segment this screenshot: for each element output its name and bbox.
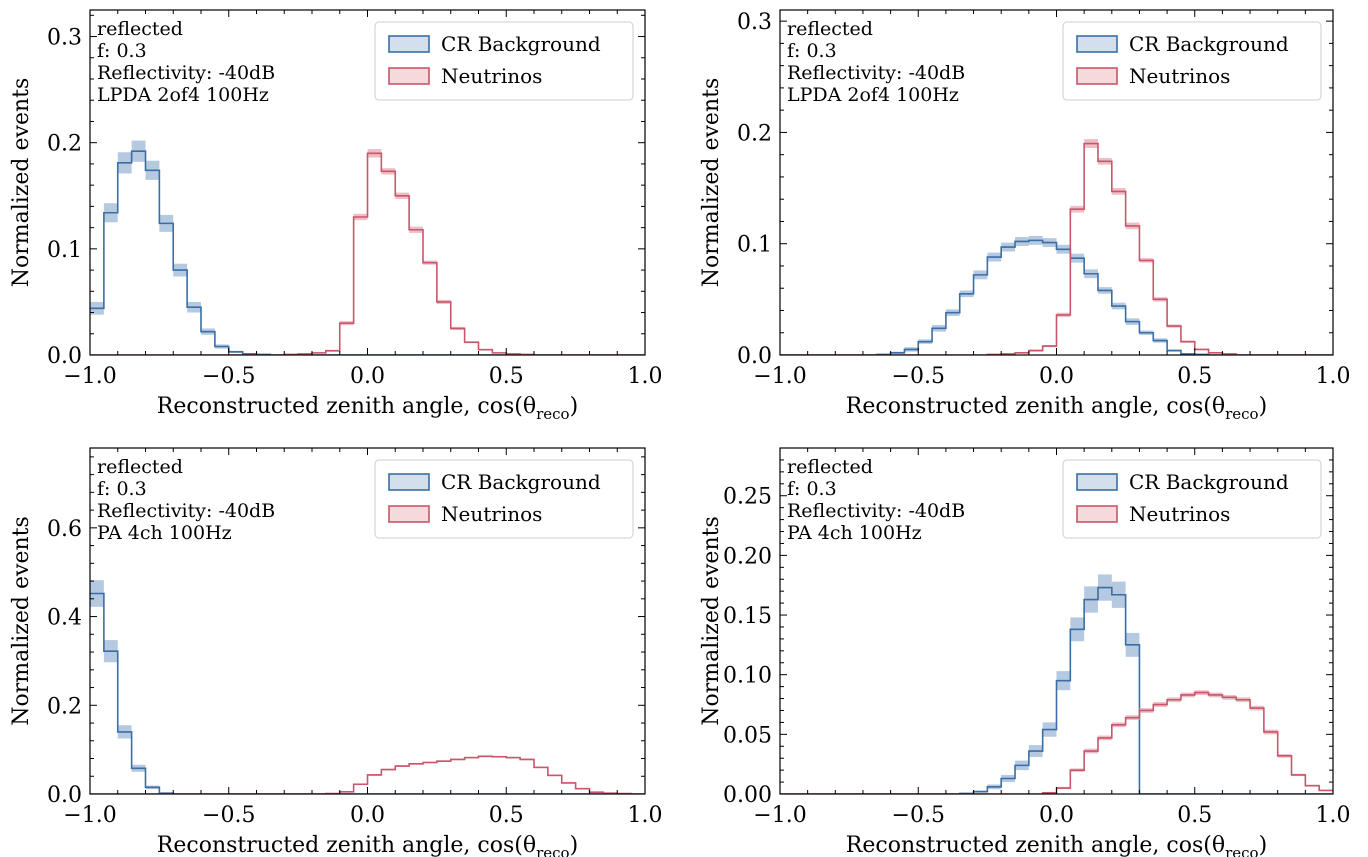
- y-tick-label: 0.10: [723, 664, 772, 689]
- y-tick-label: 0.2: [47, 694, 82, 719]
- y-tick-label: 0.05: [723, 723, 772, 748]
- y-tick-label: 0.25: [723, 485, 772, 510]
- x-tick-label: −1.0: [63, 364, 116, 389]
- legend-label: Neutrinos: [1129, 64, 1230, 88]
- legend: CR Background Neutrinos: [1062, 21, 1322, 101]
- step-line: [780, 691, 1333, 794]
- annotation-line: reflected: [97, 456, 183, 478]
- x-axis-label: Reconstructed zenith angle, cos(θreco): [157, 394, 578, 423]
- annotation-line: reflected: [97, 18, 183, 40]
- plot-area: [780, 139, 1333, 355]
- chart-panel-4: −1.0 −0.5 0.0 0.5 1.0 0.00 0.05 0.10 0.15 0.20 0.2…: [699, 447, 1351, 857]
- plot-area: [90, 140, 645, 355]
- x-axis-label: Reconstructed zenith angle, cos(θreco): [846, 833, 1267, 857]
- x-tick-label: −0.5: [202, 364, 255, 389]
- chart-panel-3: −1.0 −0.5 0.0 0.5 1.0 0.0 0.2 0.4 0.6 Reconstruct…: [9, 447, 663, 857]
- x-tick-label: 0.0: [350, 364, 385, 389]
- x-tick-label: −1.0: [753, 364, 806, 389]
- annotation-line: reflected: [787, 456, 873, 478]
- legend-swatch: [388, 473, 430, 491]
- legend-label: Neutrinos: [1129, 502, 1230, 526]
- x-tick-label: −1.0: [63, 803, 116, 828]
- legend-swatch: [1076, 505, 1118, 523]
- legend-label: CR Background: [1129, 32, 1289, 56]
- x-tick-label: 1.0: [1316, 803, 1351, 828]
- legend-swatch: [388, 505, 430, 523]
- x-tick-label: 0.5: [489, 803, 524, 828]
- legend-swatch: [388, 67, 430, 85]
- x-tick-label: 0.0: [1039, 364, 1074, 389]
- x-tick-label: 0.5: [1177, 364, 1212, 389]
- legend-swatch: [1076, 35, 1118, 53]
- step-line: [90, 755, 645, 794]
- x-tick-label: −1.0: [753, 803, 806, 828]
- annotation-line: PA 4ch 100Hz: [97, 522, 232, 544]
- annotation-line: Reflectivity: -40dB: [787, 62, 965, 84]
- annotation-line: Reflectivity: -40dB: [97, 62, 275, 84]
- chart-panel-2: −1.0 −0.5 0.0 0.5 1.0 0.0 0.1 0.2 0.3 Reconstruct…: [699, 9, 1351, 423]
- y-axis-label: Normalized events: [699, 516, 724, 726]
- x-tick-label: 1.0: [628, 364, 663, 389]
- legend-label: Neutrinos: [441, 64, 542, 88]
- y-tick-label: 0.2: [737, 121, 772, 146]
- x-axis-label: Reconstructed zenith angle, cos(θreco): [846, 394, 1267, 423]
- x-tick-label: 0.5: [489, 364, 524, 389]
- y-tick-label: 0.0: [47, 344, 82, 369]
- legend-label: CR Background: [441, 32, 601, 56]
- x-tick-label: 0.5: [1177, 803, 1212, 828]
- y-tick-label: 0.4: [47, 606, 82, 631]
- legend: CR Background Neutrinos: [374, 459, 634, 539]
- y-tick-label: 0.2: [47, 132, 82, 157]
- annotation-line: f: 0.3: [97, 40, 147, 62]
- annotation-line: f: 0.3: [97, 478, 147, 500]
- legend-swatch: [1076, 67, 1118, 85]
- x-tick-label: −0.5: [892, 803, 945, 828]
- step-line: [90, 592, 645, 794]
- y-tick-label: 0.00: [723, 783, 772, 808]
- legend-swatch: [388, 35, 430, 53]
- x-tick-label: 0.0: [350, 803, 385, 828]
- annotation-line: PA 4ch 100Hz: [787, 522, 922, 544]
- y-tick-label: 0.0: [737, 344, 772, 369]
- y-tick-label: 0.20: [723, 544, 772, 569]
- legend: CR Background Neutrinos: [374, 21, 634, 101]
- legend-swatch: [1076, 473, 1118, 491]
- legend-label: Neutrinos: [441, 502, 542, 526]
- annotation-line: Reflectivity: -40dB: [97, 500, 275, 522]
- y-axis-label: Normalized events: [9, 516, 34, 726]
- x-tick-label: 0.0: [1039, 803, 1074, 828]
- y-axis-label: Normalized events: [699, 78, 724, 288]
- annotation-line: LPDA 2of4 100Hz: [97, 84, 269, 106]
- series-neutrinos: [780, 690, 1333, 794]
- step-line: [90, 150, 645, 355]
- annotation-line: LPDA 2of4 100Hz: [787, 84, 959, 106]
- x-tick-label: −0.5: [202, 803, 255, 828]
- y-tick-label: 0.0: [47, 783, 82, 808]
- annotation-line: f: 0.3: [787, 478, 837, 500]
- annotation-line: reflected: [787, 18, 873, 40]
- legend-label: CR Background: [1129, 470, 1289, 494]
- plot-area: [780, 574, 1333, 794]
- x-tick-label: −0.5: [892, 364, 945, 389]
- y-axis-label: Normalized events: [9, 78, 34, 288]
- x-axis-label: Reconstructed zenith angle, cos(θreco): [157, 833, 578, 857]
- x-tick-label: 1.0: [628, 803, 663, 828]
- y-tick-label: 0.15: [723, 604, 772, 629]
- y-tick-label: 0.1: [47, 238, 82, 263]
- series-cr-background: [780, 574, 1333, 794]
- legend-label: CR Background: [441, 470, 601, 494]
- x-tick-label: 1.0: [1316, 364, 1351, 389]
- y-tick-label: 0.1: [737, 233, 772, 258]
- step-line: [780, 586, 1333, 794]
- annotation-line: f: 0.3: [787, 40, 837, 62]
- y-tick-label: 0.6: [47, 517, 82, 542]
- series-cr-background: [90, 580, 645, 794]
- y-tick-label: 0.3: [47, 26, 82, 51]
- annotation-line: Reflectivity: -40dB: [787, 500, 965, 522]
- legend: CR Background Neutrinos: [1062, 459, 1322, 539]
- plot-area: [90, 580, 645, 794]
- y-tick-label: 0.3: [737, 10, 772, 35]
- chart-panel-1: −1.0 −0.5 0.0 0.5 1.0 0.0 0.1 0.2 0.3 Reconstruct…: [9, 9, 663, 423]
